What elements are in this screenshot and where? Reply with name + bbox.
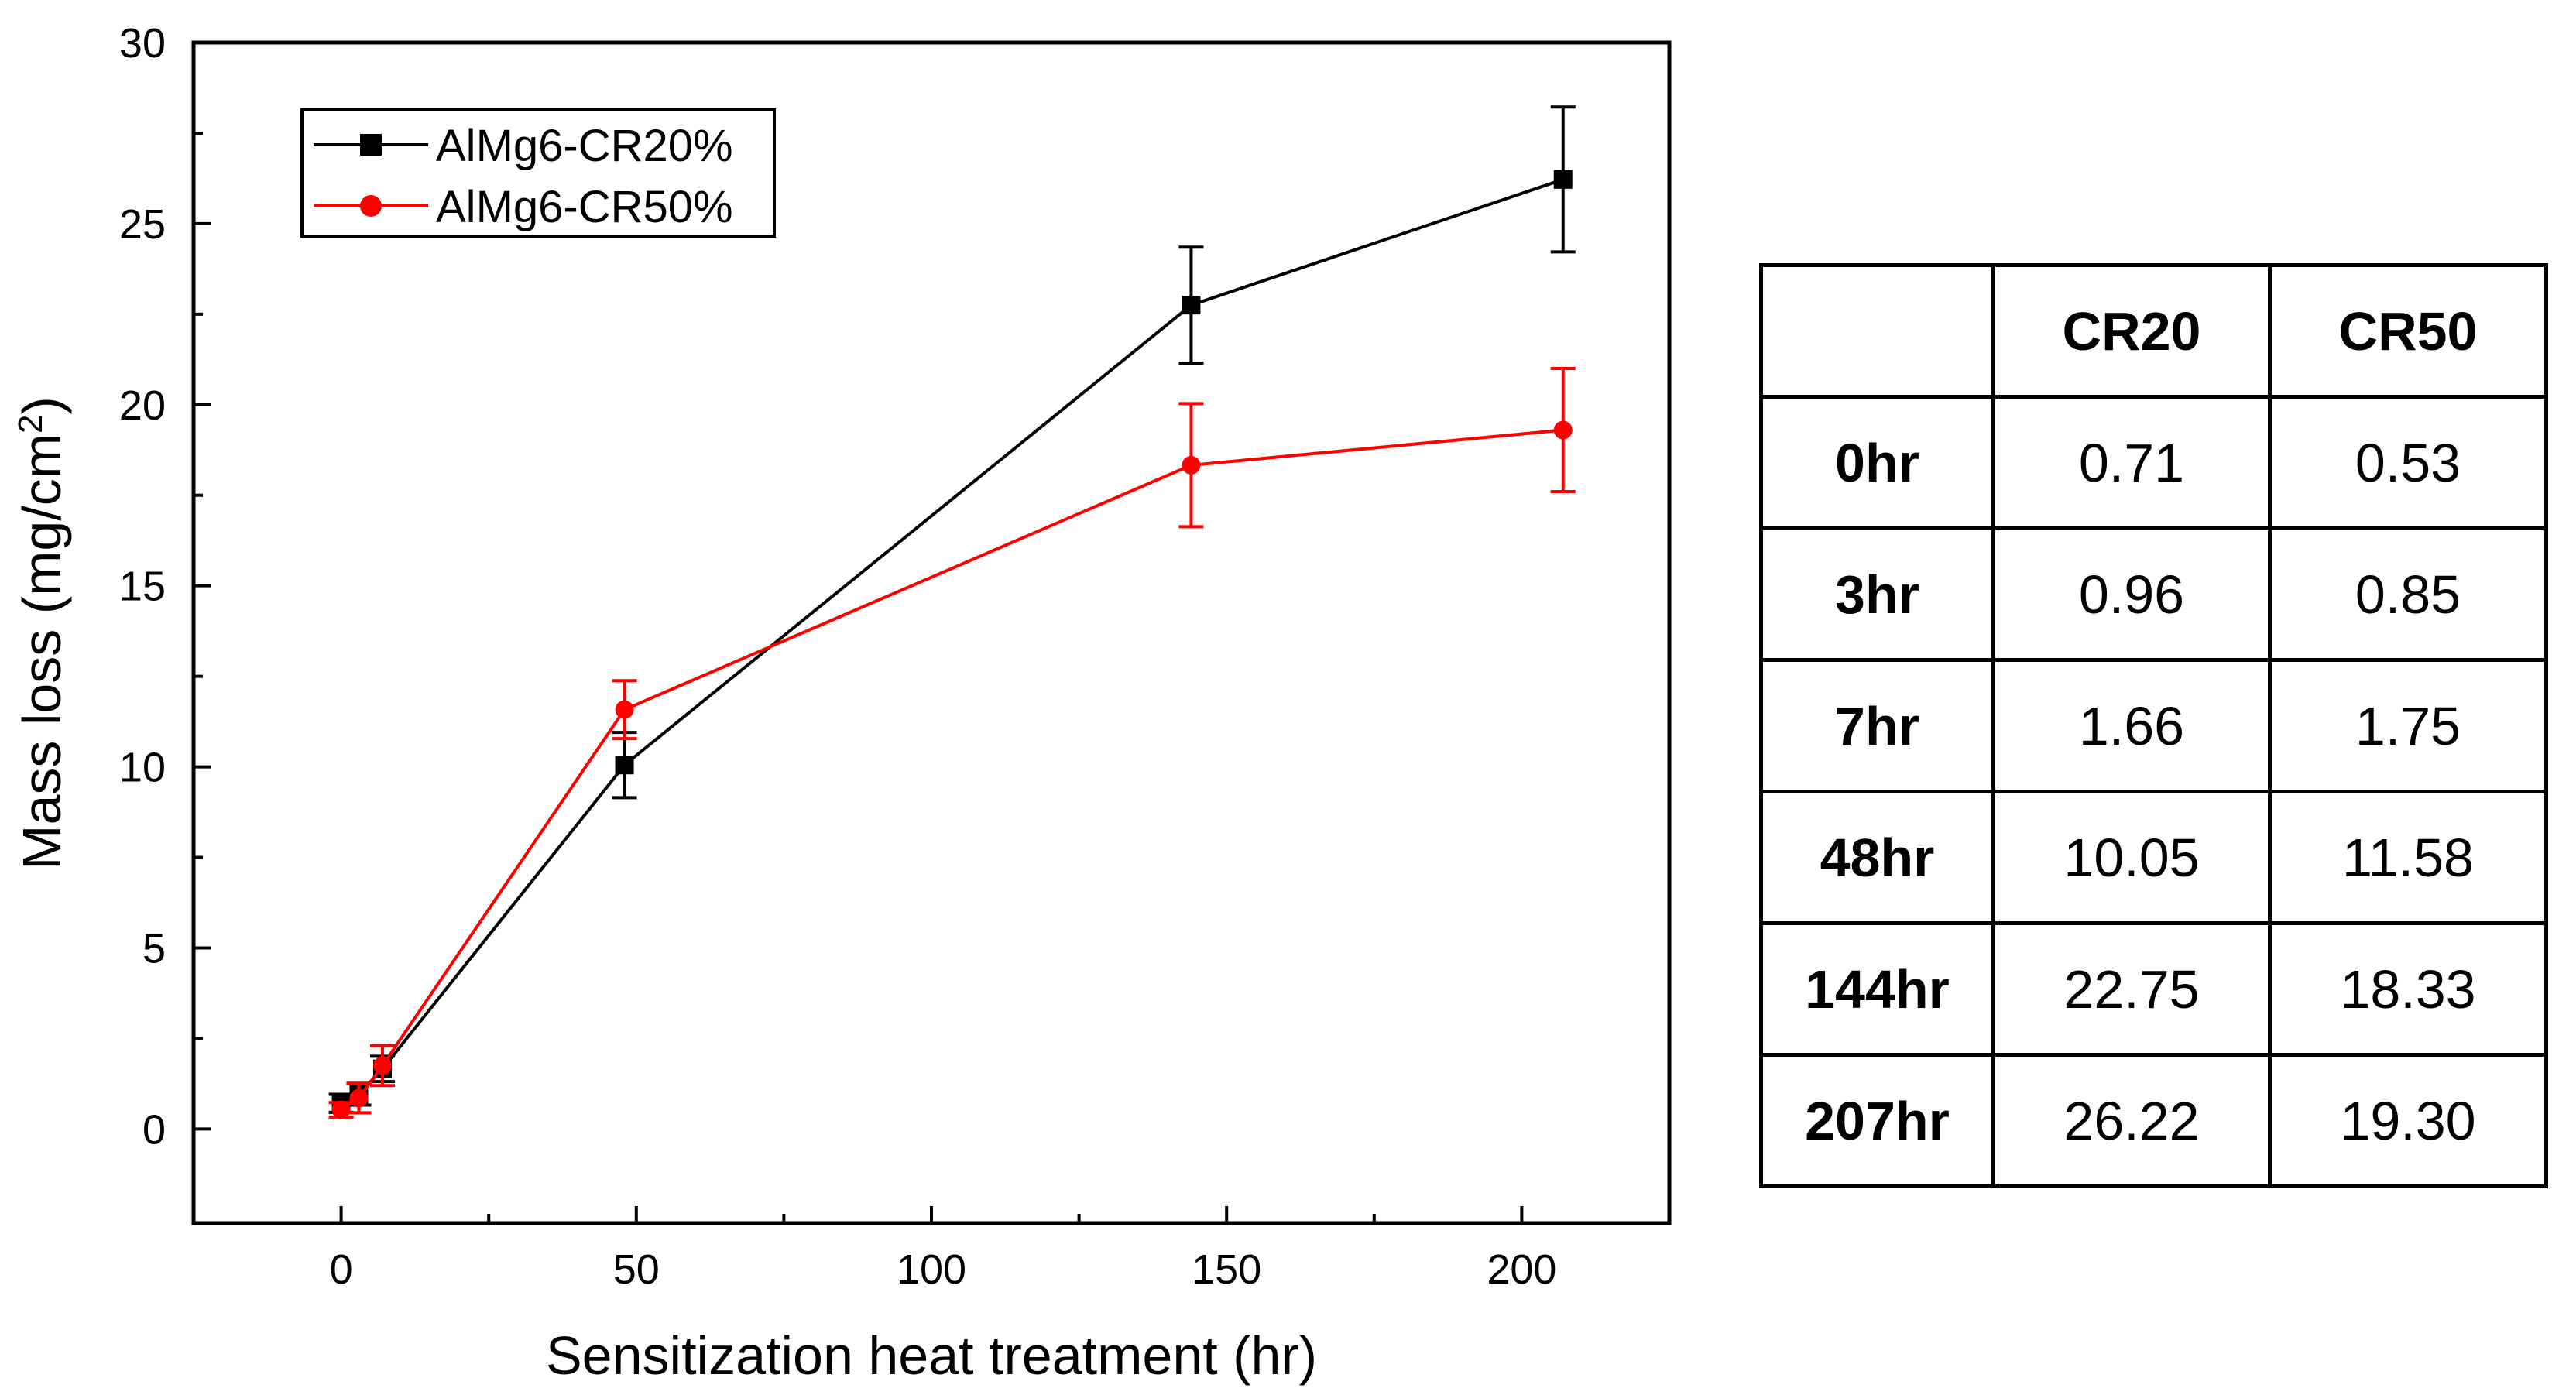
series-layer: [328, 105, 1576, 1119]
table-cell-cr20: 10.05: [1991, 790, 2272, 925]
table-row: 144hr 22.75 18.33: [1759, 921, 2548, 1057]
table-cell-cr20: 26.22: [1991, 1053, 2272, 1188]
y-tick-label: 15: [119, 564, 166, 610]
y-tick-label: 10: [119, 745, 166, 791]
table-row-label: 0hr: [1759, 395, 1995, 530]
table-cell-cr50: 1.75: [2268, 658, 2548, 793]
x-tick-label: 200: [1487, 1246, 1556, 1293]
table-row-label: 207hr: [1759, 1053, 1995, 1188]
series-line: [340, 177, 1564, 1105]
table-header-cr50: CR50: [2268, 263, 2548, 399]
legend: AlMg6-CR20% AlMg6-CR50%: [300, 108, 776, 238]
data-point: [372, 1056, 392, 1075]
data-point: [1182, 455, 1201, 475]
table-row: 48hr 10.05 11.58: [1759, 790, 2548, 925]
table-cell-cr20: 0.71: [1991, 395, 2272, 530]
table-row-label: 144hr: [1759, 921, 1995, 1057]
data-point: [331, 1100, 351, 1119]
series-line: [340, 428, 1563, 1112]
table-row-label: 3hr: [1759, 526, 1995, 662]
x-tick-label: 150: [1192, 1246, 1261, 1293]
table-row: 207hr 26.22 19.30: [1759, 1053, 2548, 1188]
y-axis-title-main: Mass loss (mg/cm: [12, 434, 72, 870]
table-header-cr20: CR20: [1991, 263, 2272, 399]
table-cell-cr20: 1.66: [1991, 658, 2272, 793]
legend-marker-cr20: [360, 134, 382, 156]
data-point: [615, 756, 634, 775]
legend-marker-cr50: [360, 195, 382, 217]
data-point: [349, 1088, 369, 1108]
table-cell-cr50: 0.53: [2268, 395, 2548, 530]
x-tick-label: 0: [330, 1246, 353, 1293]
table-header-corner: [1759, 263, 1995, 399]
mass-loss-chart: 0 50 100 150 200 0 5 10 15 20 25 30 Sensitization h…: [12, 20, 1672, 1386]
table-row: 3hr 0.96 0.85: [1759, 526, 2548, 662]
axis-ticks: 0 50 100 150 200 0 5 10 15 20 25 30: [119, 20, 1671, 1293]
series-cr20: [328, 105, 1576, 1114]
y-axis-title: Mass loss (mg/cm2): [12, 396, 73, 870]
table-header-row: CR20 CR50: [1759, 263, 2548, 399]
data-point: [1553, 170, 1573, 189]
table-cell-cr50: 18.33: [2268, 921, 2548, 1057]
x-tick-label: 50: [613, 1246, 660, 1293]
legend-box: [300, 108, 776, 238]
y-axis-title-sup: 2: [12, 414, 50, 433]
y-tick-label: 20: [119, 382, 166, 429]
y-tick-label: 25: [119, 201, 166, 248]
table-cell-cr20: 22.75: [1991, 921, 2272, 1057]
y-axis-title-close: ): [12, 396, 72, 414]
y-tick-label: 0: [142, 1106, 166, 1153]
table-cell-cr50: 11.58: [2268, 790, 2548, 925]
y-tick-label: 5: [142, 925, 166, 972]
table-row-label: 7hr: [1759, 658, 1995, 793]
x-axis-title: Sensitization heat treatment (hr): [546, 1325, 1317, 1386]
table-cell-cr50: 0.85: [2268, 526, 2548, 662]
legend-label-cr50: AlMg6-CR50%: [436, 182, 733, 232]
series-cr50: [328, 367, 1576, 1119]
mass-loss-table: CR20 CR50 0hr 0.71 0.53 3hr 0.96 0.85 7h…: [1759, 263, 2548, 1188]
table-row: 0hr 0.71 0.53: [1759, 395, 2548, 530]
data-point: [615, 700, 634, 719]
data-table-container: CR20 CR50 0hr 0.71 0.53 3hr 0.96 0.85 7h…: [1759, 263, 2548, 1188]
x-tick-label: 100: [897, 1246, 966, 1293]
table-row-label: 48hr: [1759, 790, 1995, 925]
table-cell-cr50: 19.30: [2268, 1053, 2548, 1188]
table-row: 7hr 1.66 1.75: [1759, 658, 2548, 793]
y-tick-label: 30: [119, 20, 166, 67]
data-point: [1553, 420, 1573, 440]
data-point: [1182, 296, 1201, 315]
table-cell-cr20: 0.96: [1991, 526, 2272, 662]
legend-label-cr20: AlMg6-CR20%: [436, 121, 733, 171]
